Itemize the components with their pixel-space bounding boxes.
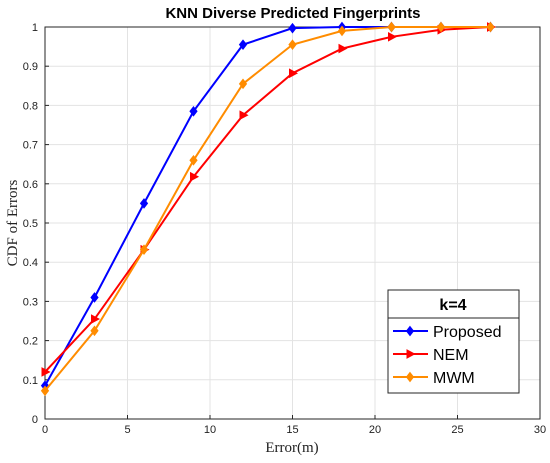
legend-title: k=4 — [439, 297, 466, 314]
data-point-proposed — [90, 292, 99, 303]
x-tick-label: 5 — [124, 424, 130, 436]
data-point-nem — [91, 314, 101, 324]
data-point-nem — [190, 171, 200, 182]
data-point-proposed — [288, 22, 297, 34]
y-tick-label: 0.5 — [23, 218, 38, 230]
data-point-mwm — [486, 21, 495, 33]
series-mwm — [40, 21, 495, 397]
y-axis-ticks: 0 0.1 0.2 0.3 0.4 0.5 0.6 0.7 0.8 0.9 1 — [23, 22, 49, 426]
x-tick-label: 30 — [534, 424, 546, 436]
y-tick-label: 0 — [32, 414, 38, 426]
data-point-mwm — [40, 385, 50, 397]
data-point-mwm — [436, 21, 446, 33]
data-point-nem — [388, 31, 398, 42]
y-tick-label: 0.8 — [23, 100, 38, 112]
data-point-nem — [239, 110, 249, 121]
data-point-proposed — [189, 105, 198, 117]
legend-marker-mwm — [405, 371, 415, 383]
legend-label-nem: NEM — [433, 347, 469, 364]
y-tick-label: 0.3 — [23, 296, 38, 308]
data-point-nem — [338, 43, 348, 54]
legend-label-mwm: MWM — [433, 370, 475, 387]
data-point-mwm — [189, 154, 198, 166]
series-group — [40, 21, 497, 397]
data-point-mwm — [90, 325, 99, 337]
x-tick-label: 10 — [204, 424, 216, 436]
legend-entries: Proposed NEM MWM — [393, 324, 502, 387]
series-line-nem — [44, 26, 491, 373]
data-point-mwm — [139, 244, 149, 255]
series-line-mwm — [44, 26, 491, 392]
legend-entry-mwm: MWM — [393, 370, 475, 387]
data-point-proposed — [139, 198, 149, 209]
chart-title: KNN Diverse Predicted Fingerprints — [165, 5, 420, 22]
legend: k=4 Proposed NEM MWM — [387, 289, 520, 394]
y-tick-label: 0.1 — [23, 375, 38, 387]
y-tick-label: 0.9 — [23, 61, 38, 73]
data-point-proposed — [238, 39, 248, 50]
legend-label-proposed: Proposed — [433, 324, 502, 341]
data-point-mwm — [387, 21, 396, 33]
x-tick-label: 20 — [369, 424, 381, 436]
x-tick-label: 25 — [451, 424, 463, 436]
data-point-nem — [41, 367, 51, 377]
y-tick-label: 0.2 — [23, 336, 38, 348]
x-tick-label: 0 — [42, 424, 48, 436]
legend-entry-proposed: Proposed — [393, 324, 502, 341]
data-point-mwm — [288, 39, 297, 50]
y-tick-label: 0.4 — [23, 257, 38, 269]
y-tick-label: 0.7 — [23, 140, 38, 152]
y-tick-label: 0.6 — [23, 179, 38, 191]
x-axis-label: Error(m) — [265, 440, 318, 456]
y-tick-label: 1 — [32, 22, 38, 34]
data-point-mwm — [238, 78, 248, 90]
data-point-mwm — [337, 25, 347, 37]
legend-marker-proposed — [405, 325, 415, 337]
data-point-nem — [289, 68, 299, 79]
legend-entry-nem: NEM — [393, 347, 469, 364]
x-tick-label: 15 — [286, 424, 298, 436]
y-axis-label: CDF of Errors — [5, 180, 21, 267]
legend-marker-nem — [406, 349, 416, 359]
x-axis-ticks: 0 5 10 15 20 25 30 — [42, 415, 546, 436]
